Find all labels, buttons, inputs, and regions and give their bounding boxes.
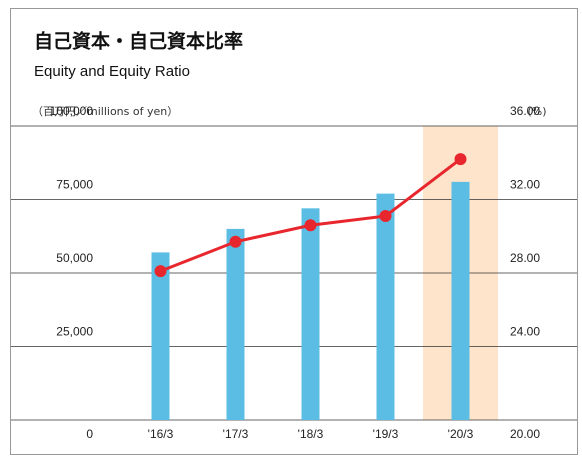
bar bbox=[376, 193, 395, 420]
y2-tick-label: 36.00 bbox=[510, 104, 540, 118]
bar bbox=[226, 228, 245, 420]
y-axis-label: （百万円／millions of yen） bbox=[32, 105, 178, 118]
y-tick-label: 25,000 bbox=[56, 325, 93, 339]
y2-axis-label: (%) bbox=[527, 105, 546, 118]
chart-subtitle: Equity and Equity Ratio bbox=[34, 63, 190, 80]
y2-tick-label: 32.00 bbox=[510, 178, 540, 192]
point bbox=[304, 219, 317, 232]
y-tick-label: 0 bbox=[86, 427, 93, 441]
chart-title: 自己資本・自己資本比率 bbox=[34, 30, 243, 53]
y-tick-label: 75,000 bbox=[56, 178, 93, 192]
point bbox=[454, 153, 467, 166]
point bbox=[379, 210, 392, 223]
bar bbox=[301, 208, 320, 420]
y-tick-label: 50,000 bbox=[56, 251, 93, 265]
y2-tick-label: 24.00 bbox=[510, 325, 540, 339]
x-tick-label: '16/3 bbox=[148, 427, 174, 441]
point bbox=[229, 235, 242, 248]
point bbox=[154, 265, 167, 278]
x-tick-label: '17/3 bbox=[223, 427, 249, 441]
bar bbox=[151, 252, 170, 420]
x-tick-label: '18/3 bbox=[298, 427, 324, 441]
y2-tick-label: 20.00 bbox=[510, 427, 540, 441]
x-tick-label: '20/3 bbox=[448, 427, 474, 441]
y-tick-label: 100,000 bbox=[50, 104, 94, 118]
frame bbox=[10, 8, 578, 455]
bar bbox=[451, 181, 470, 420]
x-tick-label: '19/3 bbox=[373, 427, 399, 441]
y2-tick-label: 28.00 bbox=[510, 251, 540, 265]
